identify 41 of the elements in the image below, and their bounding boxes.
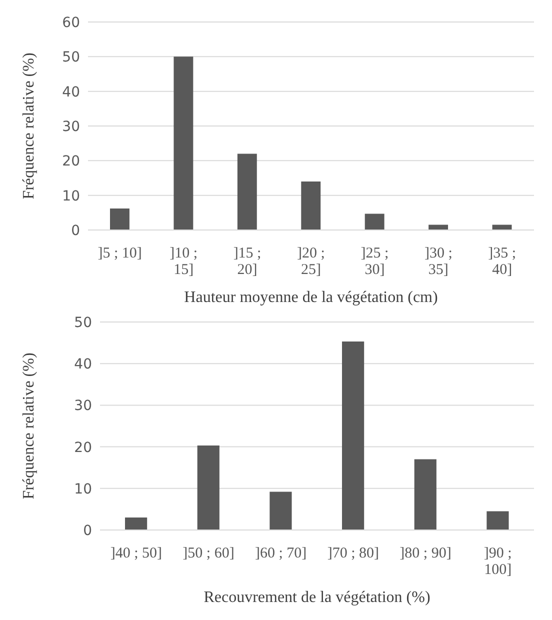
x-tick-label: ]60 ; 70] (254, 546, 307, 562)
y-tick-label: 30 (74, 398, 92, 414)
x-tick-label: ]30 ; 35] (424, 246, 452, 278)
x-axis-title: Recouvrement de la végétation (%) (204, 589, 430, 606)
x-tick-label: ]80 ; 90] (400, 546, 452, 562)
x-tick-label: ]5 ; 10] (98, 246, 142, 262)
y-tick-label: 20 (62, 154, 80, 170)
x-tick-label: ]10 ; 15] (170, 246, 198, 278)
x-tick-label: ]90 ; 100] (484, 546, 512, 578)
y-tick-label: 0 (83, 522, 92, 539)
y-tick-label: 20 (74, 440, 92, 456)
x-tick-label: ]40 ; 50] (110, 546, 162, 562)
y-tick-label: 10 (62, 188, 80, 204)
y-tick-label: 10 (74, 481, 92, 498)
y-axis-title: Fréquence relative (%) (20, 52, 38, 200)
bar (414, 459, 436, 530)
bar (125, 518, 148, 530)
y-tick-label: 30 (62, 118, 80, 135)
y-axis-title: Fréquence relative (%) (20, 352, 38, 500)
bar (270, 492, 292, 530)
y-tick-label: 50 (74, 314, 92, 331)
x-tick-label: ]35 ; 40] (488, 246, 516, 278)
bar (301, 181, 321, 230)
bar (110, 208, 130, 230)
y-tick-label: 0 (71, 222, 80, 239)
y-tick-label: 40 (62, 84, 80, 100)
x-tick-label: ]70 ; 80] (327, 546, 380, 562)
bar (237, 154, 257, 230)
x-tick-label: ]15 ; 20] (233, 246, 262, 278)
y-tick-label: 40 (74, 356, 92, 373)
bar (174, 56, 194, 230)
bar (486, 511, 509, 530)
bar (342, 342, 364, 530)
y-tick-label: 50 (62, 50, 80, 66)
x-tick-label: ]20 ; 25] (297, 246, 325, 278)
x-tick-label: ]50 ; 60] (182, 546, 234, 562)
bar (197, 446, 220, 530)
y-tick-label: 60 (62, 14, 80, 31)
x-tick-label: ]25 ; 30] (360, 246, 389, 278)
bar (364, 214, 384, 230)
x-axis-title: Hauteur moyenne de la végétation (cm) (184, 289, 438, 306)
